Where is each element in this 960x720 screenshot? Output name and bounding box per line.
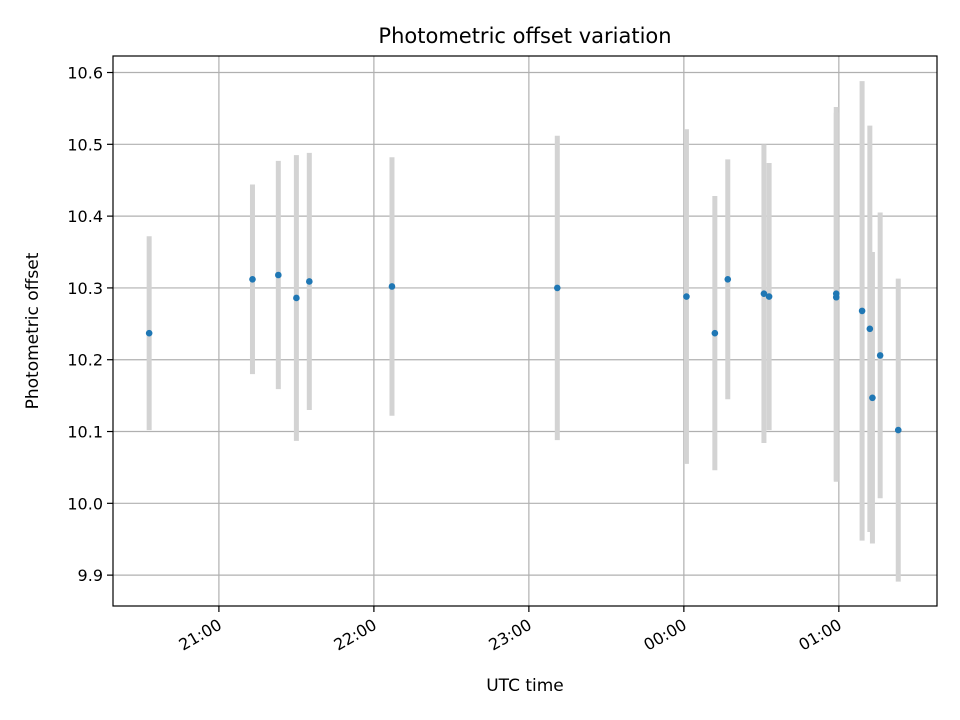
y-tick-label: 10.5	[67, 135, 103, 154]
data-point	[894, 426, 902, 434]
y-tick-label: 10.0	[67, 494, 103, 513]
y-tick-label: 9.9	[78, 566, 103, 585]
data-point	[876, 352, 884, 359]
data-point	[683, 293, 690, 300]
data-point	[711, 329, 719, 337]
data-point	[306, 278, 313, 285]
data-point	[275, 271, 282, 279]
y-axis-label: Photometric offset	[23, 252, 43, 409]
data-point	[869, 394, 876, 402]
y-tick-label: 10.2	[67, 351, 103, 370]
data-point	[553, 284, 561, 292]
data-point	[760, 290, 768, 297]
data-point	[765, 293, 773, 300]
y-tick-label: 10.1	[67, 423, 103, 442]
data-points	[145, 271, 902, 434]
data-point	[724, 276, 732, 283]
data-point	[293, 294, 300, 302]
data-point	[249, 276, 256, 283]
data-point	[145, 329, 153, 337]
y-tick-label: 10.6	[67, 64, 103, 83]
y-tick-label: 10.3	[67, 279, 103, 298]
data-point	[866, 325, 874, 333]
chart-title: Photometric offset variation	[378, 24, 671, 48]
x-axis-label: UTC time	[486, 676, 564, 696]
data-point	[858, 307, 866, 315]
plot-frame	[112, 55, 938, 607]
data-point	[832, 290, 840, 297]
y-tick-label: 10.4	[67, 207, 103, 226]
y-axis-ticks: 9.9 10.0 10.1 10.2 10.3 10.4 10.5 10.6	[67, 64, 113, 585]
data-point	[388, 283, 396, 290]
